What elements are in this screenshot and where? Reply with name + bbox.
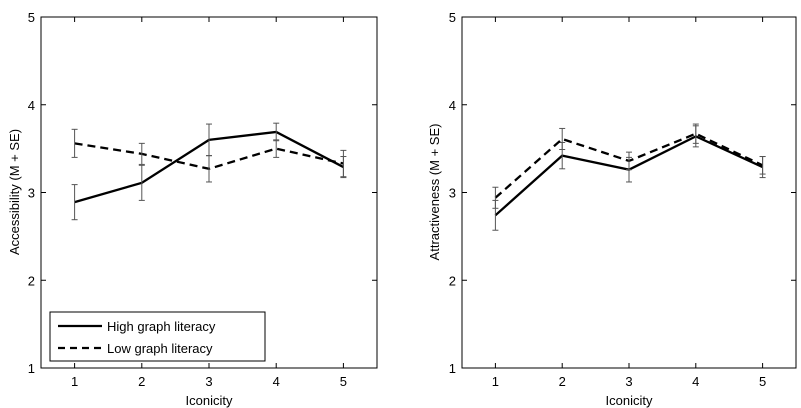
y-axis-label: Accessibility (M + SE) — [7, 129, 22, 255]
y-tick-label: 4 — [449, 98, 456, 113]
y-tick-label: 5 — [28, 10, 35, 25]
series-group — [71, 122, 347, 221]
error-bar — [138, 164, 145, 201]
x-axis-label: Iconicity — [606, 393, 653, 408]
x-tick-label: 2 — [559, 374, 566, 389]
legend: High graph literacy Low graph literacy — [49, 311, 266, 362]
error-bar — [492, 186, 499, 209]
y-tick-label: 1 — [28, 361, 35, 376]
x-tick-label: 5 — [759, 374, 766, 389]
legend-label-high: High graph literacy — [107, 319, 216, 334]
x-tick-label: 3 — [625, 374, 632, 389]
error-bar — [71, 128, 78, 158]
y-ticks: 1 2 3 4 5 — [28, 10, 377, 376]
accessibility-chart: Accessibility (M + SE) Iconicity 1 2 3 4 5 1… — [7, 10, 378, 408]
legend-box — [49, 311, 266, 362]
error-bar — [559, 127, 566, 151]
x-tick-label: 5 — [340, 374, 347, 389]
legend-label-low: Low graph literacy — [107, 341, 213, 356]
error-bar — [206, 155, 212, 183]
x-tick-label: 3 — [205, 374, 212, 389]
error-bar — [340, 149, 347, 178]
error-bar — [759, 156, 766, 175]
x-tick-label: 4 — [692, 374, 699, 389]
x-ticks: 1 2 3 4 5 — [71, 17, 347, 389]
x-axis-label: Iconicity — [186, 393, 233, 408]
y-tick-label: 4 — [28, 98, 35, 113]
error-bar — [138, 142, 145, 165]
attractiveness-chart: Attractiveness (M + SE) Iconicity 12345 … — [427, 10, 797, 408]
x-tick-label: 4 — [273, 374, 280, 389]
y-tick-label: 3 — [449, 186, 456, 201]
error-bar — [71, 184, 78, 221]
x-ticks: 1 2 3 4 5 — [492, 17, 766, 389]
y-tick-label: 1 — [449, 361, 456, 376]
error-bar — [626, 151, 632, 171]
x-tick-label: 1 — [71, 374, 78, 389]
y-axis-label: Attractiveness (M + SE) — [427, 124, 442, 261]
plot-area-frame — [461, 16, 797, 369]
x-tick-label: 1 — [492, 374, 499, 389]
series-group — [492, 123, 766, 231]
error-bar — [273, 139, 280, 158]
x-tick-label: 2 — [138, 374, 145, 389]
error-bar — [692, 123, 699, 144]
y-tick-label: 2 — [28, 273, 35, 288]
y-tick-label: 2 — [449, 273, 456, 288]
y-tick-label: 3 — [28, 186, 35, 201]
y-tick-label: 5 — [449, 10, 456, 25]
y-ticks: 1 2 3 4 5 — [449, 10, 796, 376]
